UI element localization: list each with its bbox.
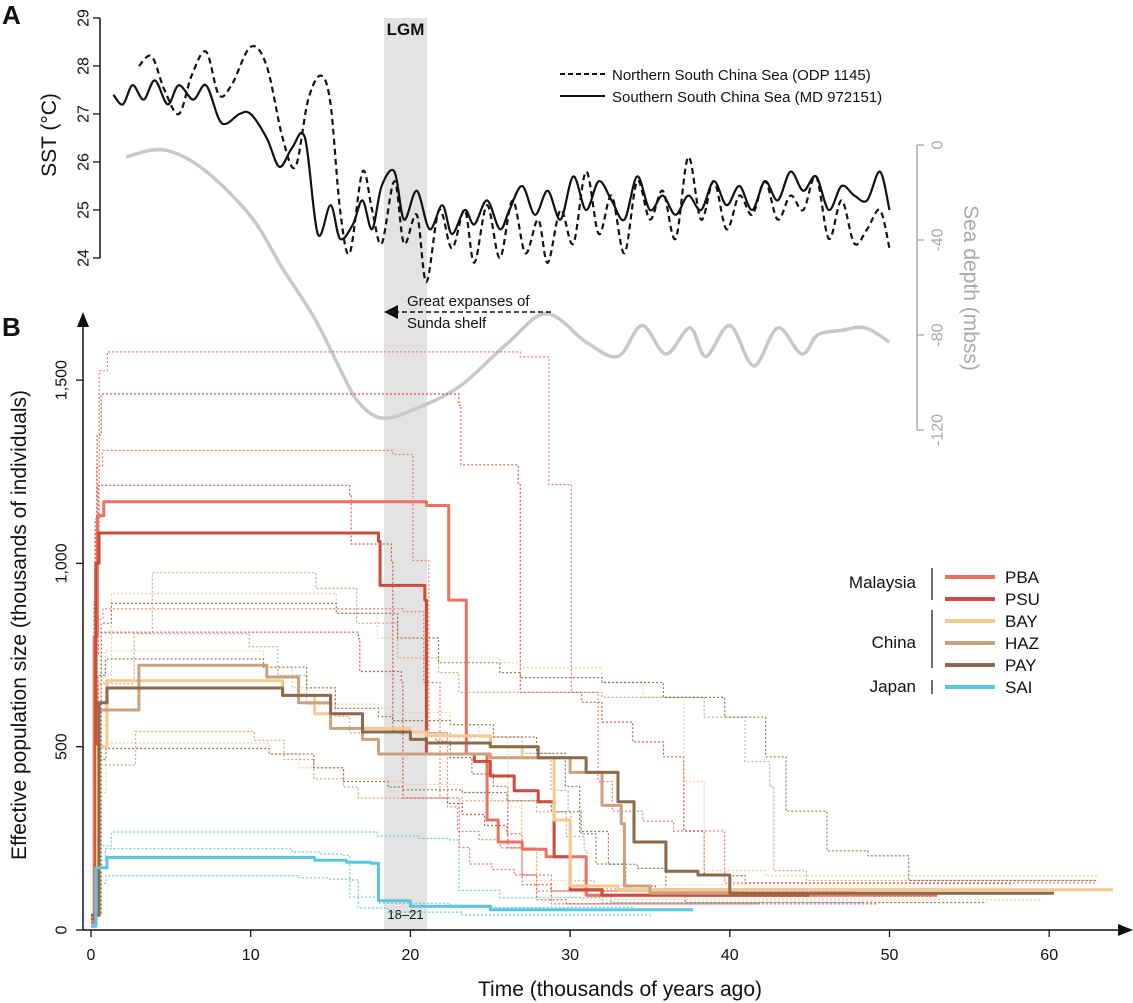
legend-label-bay: BAY	[1005, 612, 1038, 631]
pop-tick-label: 500	[54, 733, 71, 760]
time-x-axis-arrow	[1118, 924, 1133, 936]
bootstrap-line-haz	[91, 633, 839, 916]
bootstrap-line-psu	[91, 631, 760, 920]
sst-axis-ticks: 24 25 26 27 28 29	[76, 9, 100, 267]
depth-tick-label: -120	[930, 414, 947, 446]
panel-label-a: A	[2, 0, 21, 30]
sst-tick-label: 24	[76, 249, 93, 267]
sunda-arrow-head	[384, 305, 398, 319]
time-tick-label: 60	[1040, 947, 1058, 964]
legend-label-sai: SAI	[1005, 678, 1032, 697]
sunda-annotation-line1: Great expanses of	[407, 293, 530, 310]
sst-tick-label: 25	[76, 201, 93, 219]
sea-depth-line	[125, 147, 891, 420]
pop-tick-label: 0	[54, 925, 71, 934]
sst-tick-label: 28	[76, 57, 93, 75]
depth-axis-ticks: 0 -40 -80 -120	[917, 140, 947, 446]
population-legend: Malaysia China Japan PBA PSU BAY HAZ PAY…	[849, 568, 1040, 697]
bootstrap-line-bay	[91, 742, 1042, 916]
bootstrap-line-haz	[91, 730, 864, 916]
depth-tick-label: -80	[930, 323, 947, 346]
legend-label-pay: PAY	[1005, 656, 1037, 675]
bootstrap-line-pba	[91, 449, 853, 924]
time-tick-label: 40	[721, 947, 739, 964]
panel-label-b: B	[2, 312, 21, 342]
depth-axis-label: Sea depth (mbss)	[959, 205, 982, 371]
time-x-axis-ticks: 0 10 20 30 40 50 60	[87, 930, 1058, 964]
bootstrap-line-sai	[91, 831, 862, 927]
depth-tick-label: 0	[930, 140, 947, 149]
sst-tick-label: 27	[76, 105, 93, 123]
sst-tick-label: 29	[76, 9, 93, 27]
series-line-pba	[91, 500, 938, 925]
legend-label-haz: HAZ	[1005, 634, 1039, 653]
pop-tick-label: 1,000	[54, 543, 71, 583]
legend-region-china: China	[872, 633, 917, 652]
legend-region-japan: Japan	[870, 677, 916, 696]
depth-tick-label: -40	[930, 228, 947, 251]
pop-y-axis-ticks: 0 500 1,000 1,500	[54, 360, 83, 934]
legend-label-psu: PSU	[1005, 590, 1040, 609]
time-x-axis-label: Time (thousands of years ago)	[478, 978, 762, 1001]
pop-tick-label: 1,500	[54, 360, 71, 400]
time-tick-label: 0	[87, 947, 96, 964]
bootstrap-line-pay	[91, 602, 1098, 916]
bootstrap-line-pay	[91, 747, 987, 916]
series-line-sai	[91, 855, 694, 928]
population-series	[91, 500, 1114, 928]
legend-northern-label: Northern South China Sea (ODP 1145)	[612, 67, 871, 84]
pop-y-axis-arrow	[77, 312, 89, 327]
bootstrap-line-haz	[91, 572, 1098, 916]
bootstrap-line-sai	[91, 875, 651, 927]
time-tick-label: 20	[402, 947, 420, 964]
time-tick-label: 10	[242, 947, 260, 964]
lgm-label: LGM	[387, 20, 425, 39]
lgm-range-label: 18–21	[387, 907, 423, 922]
bootstrap-line-bay	[91, 592, 1098, 916]
time-tick-label: 50	[881, 947, 899, 964]
sst-tick-label: 26	[76, 153, 93, 171]
series-line-pay	[91, 686, 1054, 917]
sunda-annotation-line2: Sunda shelf	[407, 315, 487, 332]
bootstrap-line-pay	[91, 658, 958, 916]
bootstrap-replicates	[91, 351, 1098, 927]
sst-axis-label: SST (°C)	[38, 93, 61, 177]
series-line-psu	[91, 531, 810, 921]
bootstrap-line-pba	[91, 351, 1098, 924]
northern-scs-line	[138, 44, 891, 284]
bootstrap-line-pba	[91, 608, 879, 924]
series-line-haz	[91, 663, 922, 917]
legend-label-pba: PBA	[1005, 568, 1040, 587]
lgm-band	[384, 18, 427, 931]
legend-southern-label: Southern South China Sea (MD 972151)	[612, 89, 882, 106]
legend-region-malaysia: Malaysia	[849, 573, 917, 592]
bootstrap-line-psu	[91, 393, 1011, 920]
bootstrap-line-psu	[91, 484, 738, 920]
pop-y-axis-label: Effective population size (thousands of …	[8, 390, 31, 860]
time-tick-label: 30	[561, 947, 579, 964]
bootstrap-line-sai	[91, 848, 633, 927]
